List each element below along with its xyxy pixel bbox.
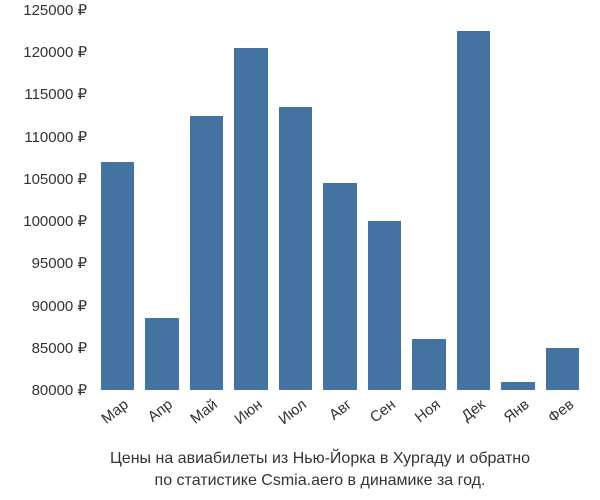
x-axis: Мар Апр Май Июн Июл Авг Сен Ноя Дек Янв Фев [95, 392, 585, 442]
bar [501, 382, 534, 390]
x-tick-label: Янв [501, 396, 533, 426]
bar [546, 348, 579, 390]
plot-area [95, 10, 585, 390]
x-tick-label: Авг [326, 396, 355, 424]
x-tick-label: Сен [367, 396, 399, 426]
bar [234, 48, 267, 390]
y-tick-label: 125000 ₽ [0, 1, 87, 19]
x-tick-label: Май [187, 396, 221, 427]
caption-line-1: Цены на авиабилеты из Нью-Йорка в Хургад… [110, 450, 530, 467]
bar [323, 183, 356, 390]
y-tick-label: 120000 ₽ [0, 43, 87, 61]
x-tick-label: Ноя [412, 396, 444, 426]
x-tick-label: Июн [231, 396, 265, 428]
x-tick-label: Дек [458, 396, 488, 425]
y-tick-label: 85000 ₽ [0, 339, 87, 357]
x-tick-label: Фев [545, 396, 577, 426]
bar [101, 162, 134, 390]
x-tick-label: Мар [98, 396, 132, 427]
y-axis: 80000 ₽85000 ₽90000 ₽95000 ₽100000 ₽1050… [0, 10, 95, 390]
y-tick-label: 90000 ₽ [0, 297, 87, 315]
y-tick-label: 95000 ₽ [0, 254, 87, 272]
x-tick-label: Апр [145, 396, 176, 426]
bar [368, 221, 401, 390]
y-tick-label: 100000 ₽ [0, 212, 87, 230]
bar [190, 116, 223, 390]
bar [457, 31, 490, 390]
bar [412, 339, 445, 390]
x-tick-label: Июл [275, 396, 309, 428]
y-tick-label: 80000 ₽ [0, 381, 87, 399]
caption-line-2: по статистике Csmia.aero в динамике за г… [155, 472, 486, 489]
bar [279, 107, 312, 390]
y-tick-label: 105000 ₽ [0, 170, 87, 188]
y-tick-label: 110000 ₽ [0, 128, 87, 146]
bar [145, 318, 178, 390]
y-tick-label: 115000 ₽ [0, 85, 87, 103]
price-chart: 80000 ₽ 85000 ₽ 90000 ₽ 95000 ₽ 100000 ₽ 1050… [0, 10, 600, 500]
chart-caption: Цены на авиабилеты из Нью-Йорка в Хургад… [50, 448, 590, 491]
